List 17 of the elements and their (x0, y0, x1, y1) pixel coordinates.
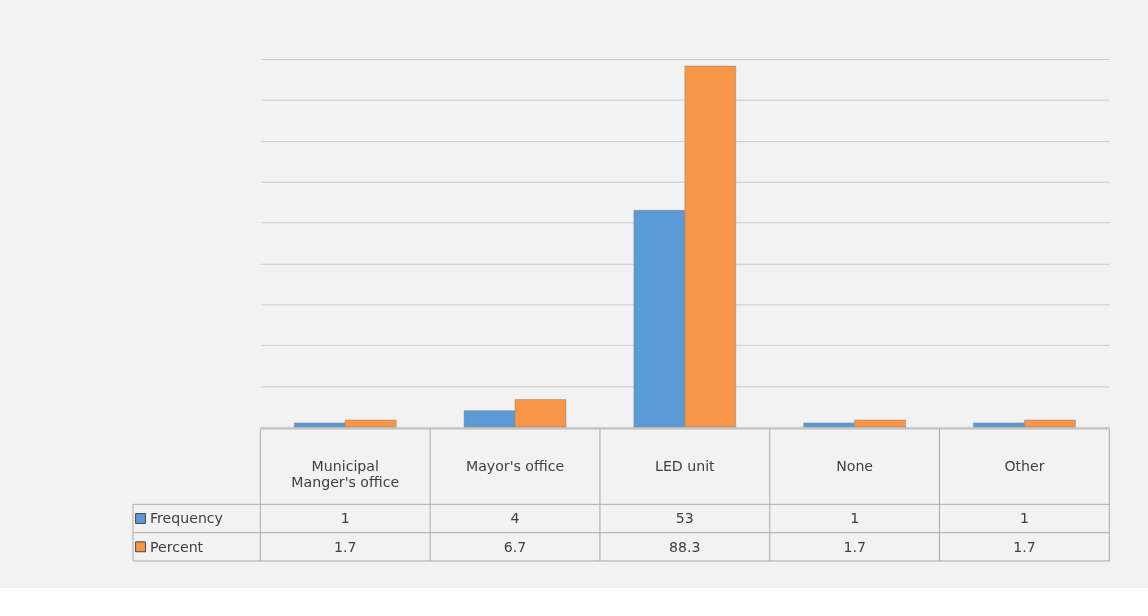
data-label: 1 (850, 510, 860, 527)
data-label: 88.3 (669, 538, 701, 555)
data-label: 1 (1019, 510, 1029, 527)
x-tick-label: Municipal Manger's office (291, 458, 400, 491)
x-tick-label: LED unit (655, 458, 716, 475)
legend-label: Percent (149, 538, 204, 555)
data-label: 1.7 (1013, 538, 1036, 555)
data-label: 1.7 (334, 538, 357, 555)
data-label: 6.7 (503, 538, 527, 555)
data-label: 53 (675, 510, 694, 527)
data-label: 4 (510, 510, 520, 527)
x-tick-label: None (836, 458, 874, 475)
legend-label: Frequency (149, 510, 223, 527)
data-label: 1.7 (843, 538, 866, 555)
x-tick-label: Mayor's office (465, 458, 565, 475)
x-tick-label: Other (1004, 458, 1045, 475)
data-label: 1 (340, 510, 350, 527)
